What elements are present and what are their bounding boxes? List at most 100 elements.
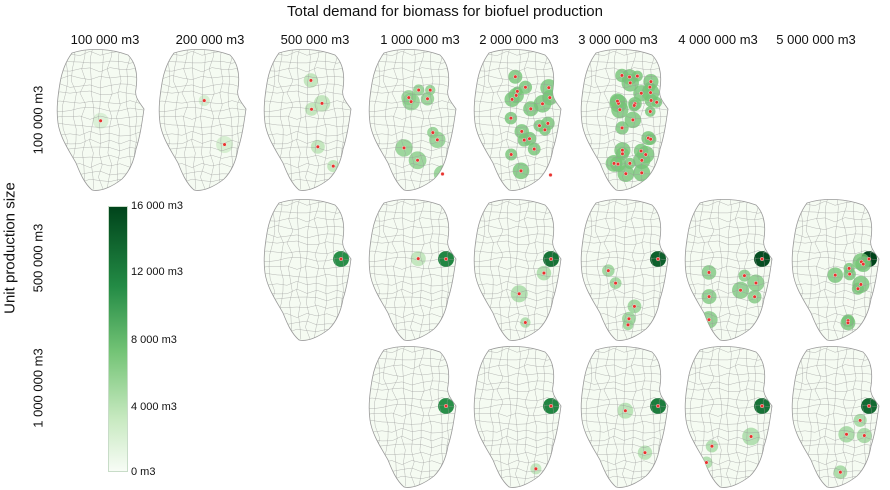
region-outline xyxy=(263,49,352,191)
plant-marker xyxy=(706,270,711,275)
plant-marker xyxy=(519,168,524,173)
plant-marker xyxy=(315,144,320,149)
region-outline xyxy=(368,49,457,191)
plant-marker xyxy=(632,103,637,108)
plant-marker xyxy=(320,101,325,106)
plant-marker xyxy=(409,99,414,104)
plant-marker xyxy=(548,172,553,177)
plant-marker xyxy=(833,273,838,278)
map-panel-r2-c4 xyxy=(473,346,562,488)
column-label-200000: 200 000 m3 xyxy=(175,32,245,47)
plant-marker xyxy=(759,257,764,262)
map-panel-r2-c5 xyxy=(580,346,669,488)
plant-marker xyxy=(647,85,652,90)
plant-marker xyxy=(545,121,550,126)
plant-marker xyxy=(627,74,632,79)
plant-marker xyxy=(615,99,620,104)
region-outline xyxy=(263,199,352,341)
plant-marker xyxy=(308,78,313,83)
plant-marker xyxy=(402,145,407,150)
region-outline xyxy=(684,346,773,488)
plant-marker xyxy=(707,317,712,322)
plant-marker xyxy=(435,137,440,142)
plant-marker xyxy=(548,257,553,262)
map-panel-r0-c0 xyxy=(56,49,145,191)
region-outline xyxy=(158,49,247,191)
row-label-500000: 500 000 m3 xyxy=(30,223,46,293)
region-outline xyxy=(368,199,457,341)
plant-marker xyxy=(639,91,644,96)
map-panel-r2-c3 xyxy=(368,346,457,488)
plant-marker xyxy=(98,118,103,123)
region-outline xyxy=(684,199,773,341)
plant-marker xyxy=(547,95,552,100)
region-outline xyxy=(368,346,457,488)
plant-marker xyxy=(440,171,445,176)
plant-marker xyxy=(619,73,624,78)
plant-marker xyxy=(540,101,545,106)
plant-marker xyxy=(630,117,635,122)
plant-marker xyxy=(513,74,518,79)
plant-marker xyxy=(847,272,852,277)
plant-marker xyxy=(623,171,628,176)
plant-marker xyxy=(838,470,843,475)
plant-marker xyxy=(612,161,617,166)
plant-marker xyxy=(309,107,314,112)
plant-marker xyxy=(759,404,764,409)
plant-marker xyxy=(704,460,709,465)
map-panel-r1-c4 xyxy=(473,199,562,341)
plant-marker xyxy=(752,294,757,299)
plant-marker xyxy=(643,152,648,157)
legend-tick-16000: 16 000 m3 xyxy=(131,200,183,212)
plant-marker xyxy=(648,90,653,95)
plant-marker xyxy=(620,125,625,130)
plant-marker xyxy=(523,85,528,90)
plant-marker xyxy=(509,152,514,157)
plant-marker xyxy=(202,98,207,103)
chart-title: Total demand for biomass for biofuel pro… xyxy=(286,3,603,20)
plant-marker xyxy=(515,89,520,94)
map-panel-r0-c2 xyxy=(263,49,352,191)
plant-marker xyxy=(648,79,653,84)
legend-tick-0: 0 m3 xyxy=(131,466,156,478)
legend-tick-12000: 12 000 m3 xyxy=(131,266,183,278)
column-label-100000: 100 000 m3 xyxy=(70,32,140,47)
plant-marker xyxy=(844,432,849,437)
column-label-3000000: 3 000 000 m3 xyxy=(578,32,658,47)
legend-colorbar xyxy=(108,206,128,472)
plant-marker xyxy=(648,109,653,114)
plant-marker xyxy=(443,257,448,262)
plant-marker xyxy=(508,116,513,121)
plant-marker xyxy=(709,444,714,449)
plant-marker xyxy=(655,257,660,262)
plant-marker xyxy=(635,74,640,79)
plant-marker xyxy=(415,158,420,163)
plant-marker xyxy=(749,434,754,439)
plant-marker xyxy=(753,281,758,286)
column-label-1000000: 1 000 000 m3 xyxy=(380,32,460,47)
plant-marker xyxy=(742,273,747,278)
plant-marker xyxy=(430,130,435,135)
map-panel-r1-c3 xyxy=(368,199,457,341)
map-panel-r1-c7 xyxy=(791,199,880,341)
plant-marker xyxy=(416,256,421,261)
row-label-100000: 100 000 m3 xyxy=(30,85,46,155)
plant-marker xyxy=(222,142,227,147)
plant-marker xyxy=(620,148,625,153)
region-outline xyxy=(791,346,880,488)
y-axis-title: Unit production size xyxy=(1,182,19,314)
plant-marker xyxy=(639,158,644,163)
plant-marker xyxy=(628,80,633,85)
plant-marker xyxy=(649,98,654,103)
plant-marker xyxy=(845,320,850,325)
plant-marker xyxy=(639,170,644,175)
column-label-5000000: 5 000 000 m3 xyxy=(776,32,856,47)
plant-marker xyxy=(858,282,863,287)
plant-marker xyxy=(707,294,712,299)
plant-marker xyxy=(626,322,631,327)
plant-marker xyxy=(523,320,528,325)
plant-marker xyxy=(615,162,620,167)
plant-marker xyxy=(606,268,611,273)
plant-marker xyxy=(858,418,863,423)
